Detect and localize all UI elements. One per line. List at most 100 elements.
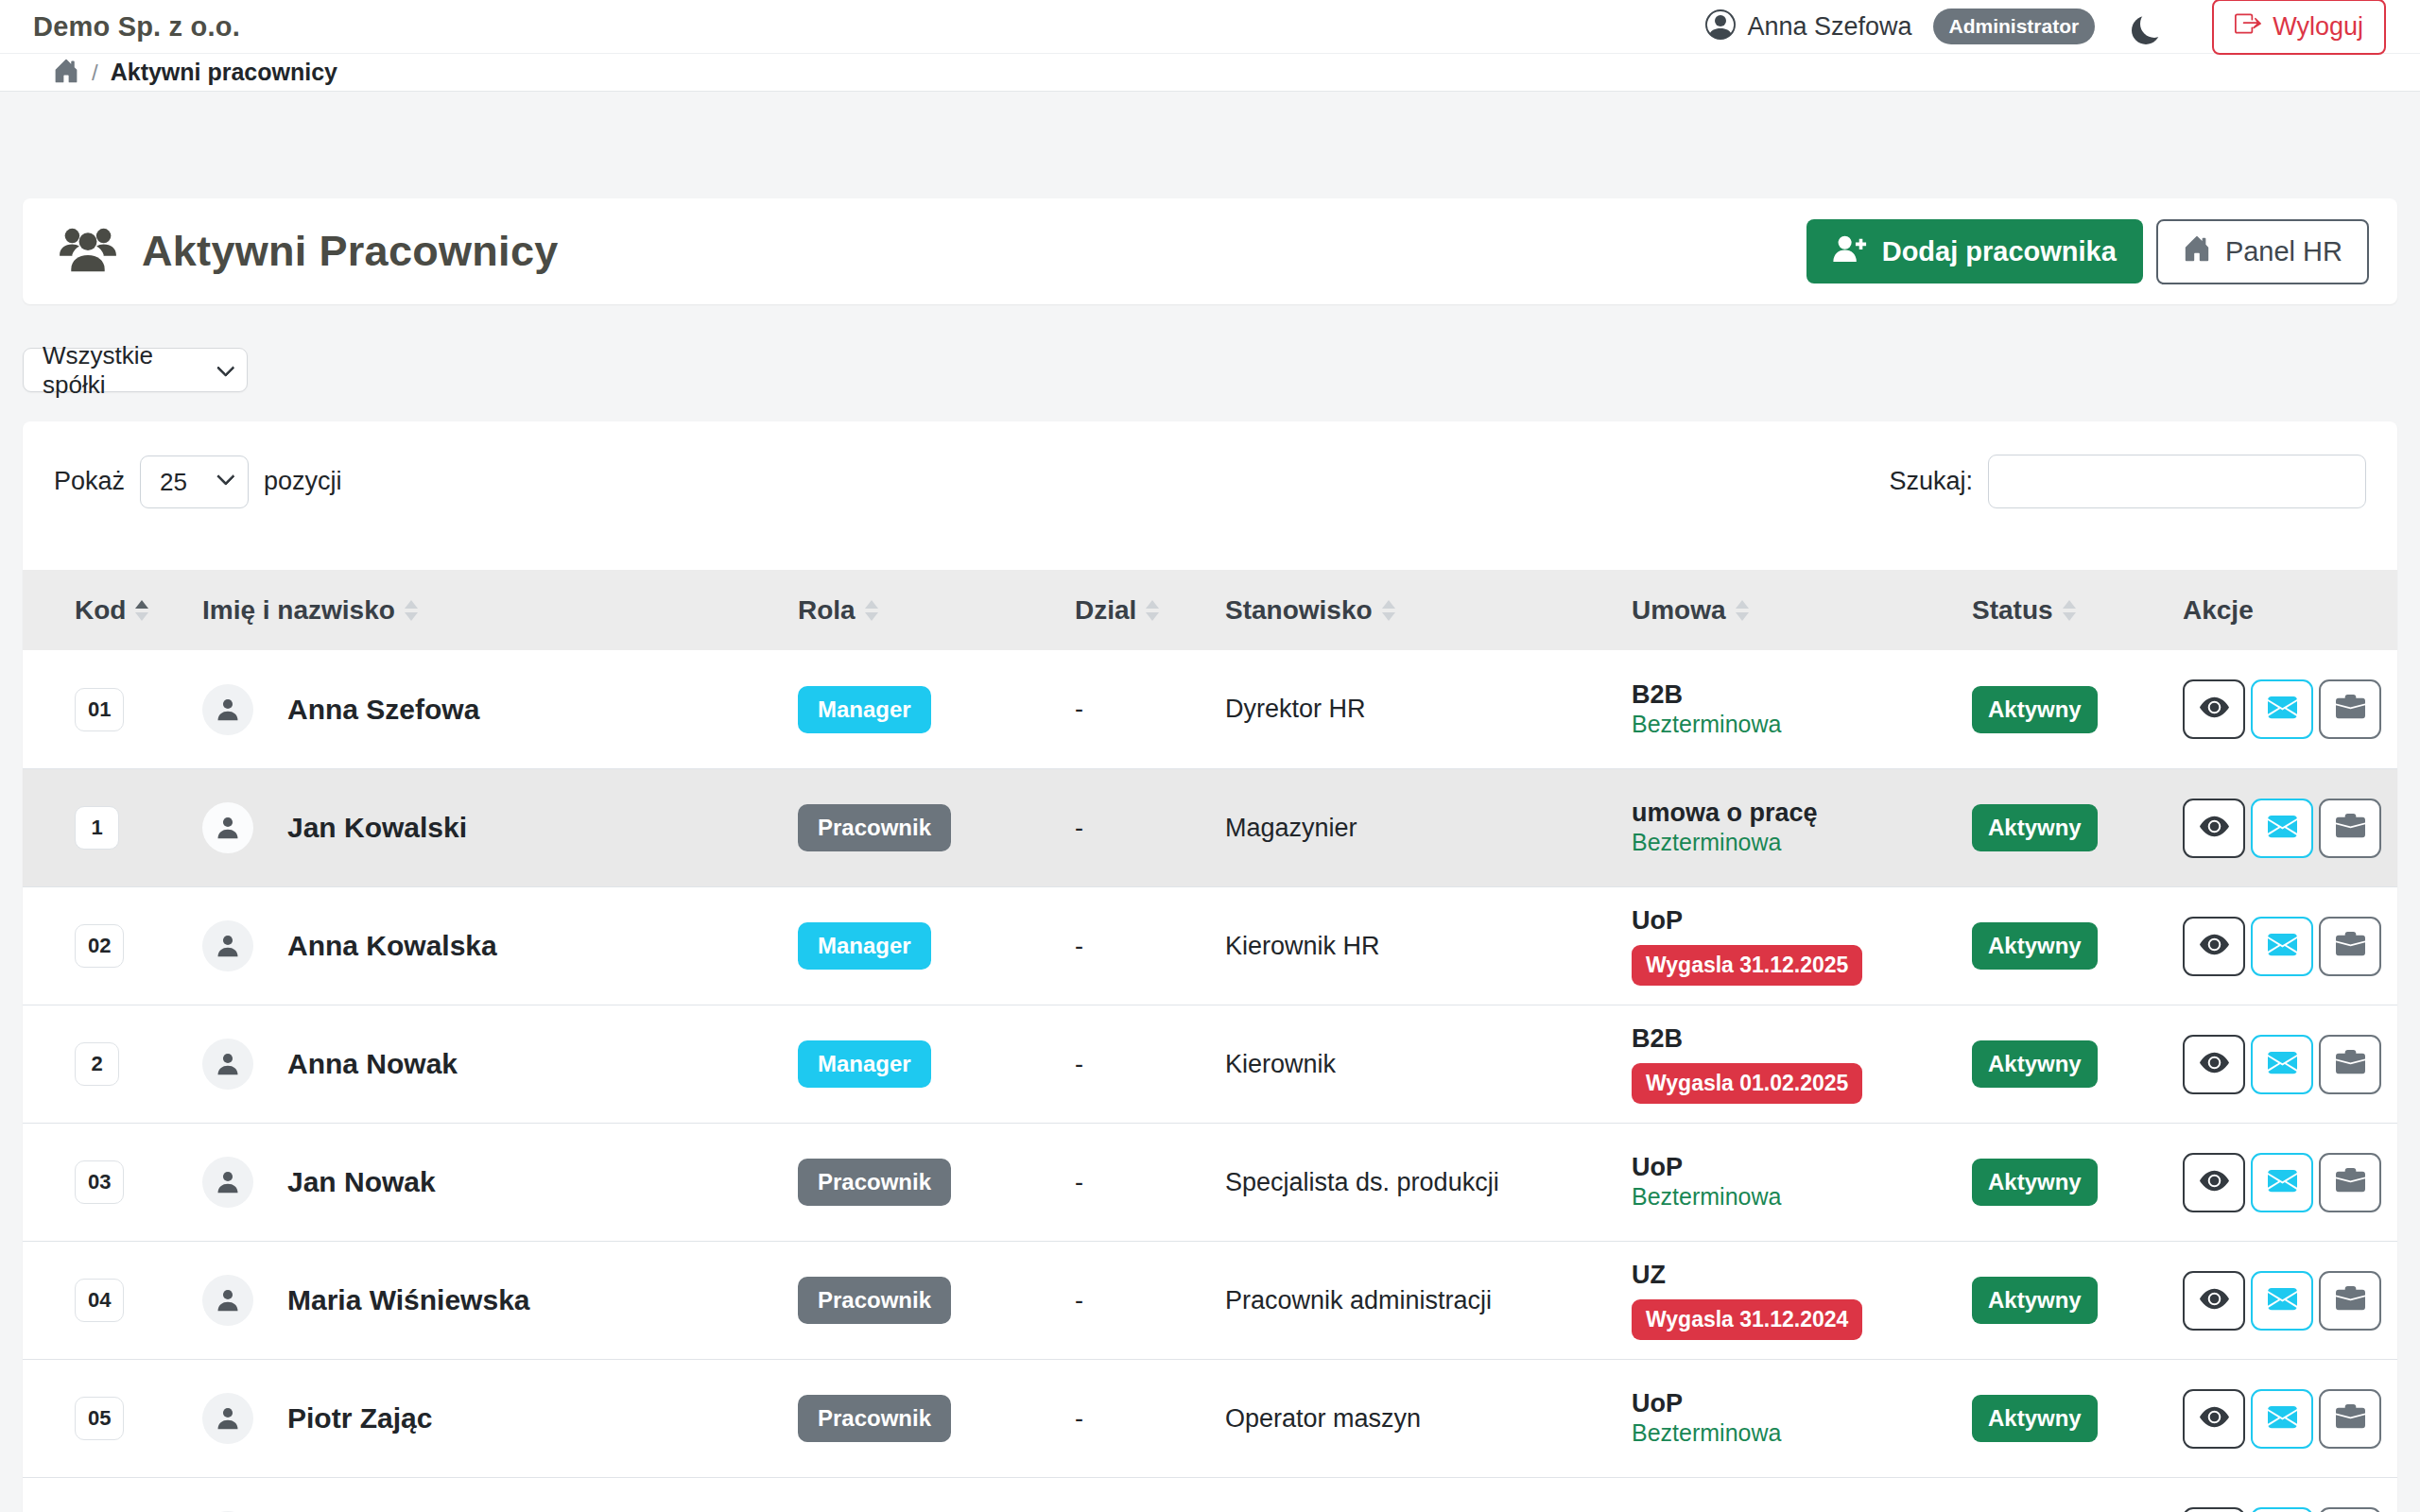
actions-cell [2160,679,2397,739]
page-size-select[interactable]: 25 [140,455,249,508]
name-cell: Piotr Zając [180,1393,775,1444]
view-button[interactable] [2183,1271,2245,1331]
dzial-cell: - [1052,814,1202,843]
email-button[interactable] [2251,679,2313,739]
user-menu[interactable]: Anna Szefowa [1705,9,1911,43]
name-cell: Maria Wiśniewska [180,1275,775,1326]
name-cell: Anna Kowalska [180,920,775,971]
email-button[interactable] [2251,1271,2313,1331]
column-label: Kod [75,595,126,626]
briefcase-button[interactable] [2319,1389,2381,1449]
kod-badge: 02 [75,924,124,968]
email-button[interactable] [2251,1389,2313,1449]
moon-icon[interactable] [2140,9,2169,38]
sort-arrows-icon [135,600,148,621]
sort-arrows-icon [405,600,418,621]
employee-name: Anna Kowalska [287,930,497,962]
add-employee-button[interactable]: Dodaj pracownika [1806,219,2143,284]
avatar [202,1393,253,1444]
role-badge: Pracownik [798,1277,951,1324]
role-cell: Pracownik [775,1159,1052,1206]
title-actions: Dodaj pracownika Panel HR [1806,219,2369,284]
entries-label: pozycji [264,467,342,496]
title-group: Aktywni Pracownicy [59,226,559,277]
email-button[interactable] [2251,1035,2313,1094]
view-button[interactable] [2183,799,2245,858]
stanowisko-cell: Pracownik administracji [1202,1286,1609,1315]
email-button[interactable] [2251,917,2313,976]
employee-table-body: 01 Anna Szefowa Manager - Dyrektor HR B2… [23,650,2397,1512]
umowa-type: B2B [1632,680,1949,710]
umowa-cell: UoP Bezterminowa [1609,1389,1949,1448]
umowa-cell: UoP Wygasla 31.12.2025 [1609,906,1949,986]
briefcase-button[interactable] [2319,679,2381,739]
dzial-cell: - [1052,1168,1202,1197]
employee-name: Jan Nowak [287,1166,436,1198]
briefcase-button[interactable] [2319,1507,2381,1512]
status-cell: Aktywny [1949,1277,2160,1324]
briefcase-button[interactable] [2319,1153,2381,1212]
briefcase-icon [2336,1402,2365,1435]
kod-cell: 04 [52,1279,180,1322]
envelope-icon [2268,1284,2297,1317]
page-size-wrapper: 25 [140,455,249,508]
role-badge: Administrator [1933,9,2096,44]
table-row: 02 Anna Kowalska Manager - Kierownik HR … [23,886,2397,1005]
email-button[interactable] [2251,1507,2313,1512]
view-button[interactable] [2183,1507,2245,1512]
search-input[interactable] [1988,455,2366,508]
role-cell: Manager [775,1040,1052,1088]
table-row: UoP [23,1477,2397,1512]
person-plus-icon [1833,234,1867,268]
stanowisko-cell: Magazynier [1202,814,1609,843]
avatar [202,1039,253,1090]
column-header-kod[interactable]: Kod [52,595,180,626]
view-button[interactable] [2183,1389,2245,1449]
column-header-status[interactable]: Status [1949,595,2160,626]
users-icon [59,226,117,277]
column-header-umowa[interactable]: Umowa [1609,595,1949,626]
status-badge: Aktywny [1972,804,2098,851]
email-button[interactable] [2251,799,2313,858]
home-icon[interactable] [53,58,79,88]
eye-icon [2200,693,2229,726]
column-header-dzial[interactable]: Dzial [1052,595,1202,626]
briefcase-button[interactable] [2319,1271,2381,1331]
briefcase-button[interactable] [2319,917,2381,976]
briefcase-icon [2336,693,2365,726]
umowa-cell: umowa o pracę Bezterminowa [1609,799,1949,857]
column-header-rola[interactable]: Rola [775,595,1052,626]
logout-button[interactable]: Wyloguj [2212,0,2386,55]
briefcase-button[interactable] [2319,1035,2381,1094]
show-label: Pokaż [54,467,125,496]
dzial-cell: - [1052,1050,1202,1079]
employee-name: Jan Kowalski [287,812,467,844]
column-header-imię-i-nazwisko[interactable]: Imię i nazwisko [180,595,775,626]
umowa-cell: UZ Wygasla 31.12.2024 [1609,1261,1949,1340]
avatar [202,920,253,971]
eye-icon [2200,1166,2229,1199]
employee-name: Piotr Zając [287,1402,432,1435]
kod-badge: 1 [75,806,119,850]
table-row: 04 Maria Wiśniewska Pracownik - Pracowni… [23,1241,2397,1359]
view-button[interactable] [2183,679,2245,739]
briefcase-button[interactable] [2319,799,2381,858]
umowa-type: UoP [1632,906,1949,936]
envelope-icon [2268,1048,2297,1081]
kod-badge: 2 [75,1042,119,1086]
column-header-stanowisko[interactable]: Stanowisko [1202,595,1609,626]
table-row: 2 Anna Nowak Manager - Kierownik B2B Wyg… [23,1005,2397,1123]
search-controls: Szukaj: [1889,455,2366,508]
view-button[interactable] [2183,917,2245,976]
view-button[interactable] [2183,1035,2245,1094]
panel-hr-button[interactable]: Panel HR [2156,219,2369,284]
page-title: Aktywni Pracownicy [142,227,559,276]
company-filter-select[interactable]: Wszystkie spółki [23,348,248,392]
topbar-right: Anna Szefowa Administrator Wyloguj [1705,0,2386,55]
breadcrumb: / Aktywni pracownicy [0,54,2420,92]
page-size-controls: Pokaż 25 pozycji [54,455,342,508]
stanowisko-cell: Operator maszyn [1202,1404,1609,1434]
view-button[interactable] [2183,1153,2245,1212]
column-label: Umowa [1632,595,1726,626]
email-button[interactable] [2251,1153,2313,1212]
